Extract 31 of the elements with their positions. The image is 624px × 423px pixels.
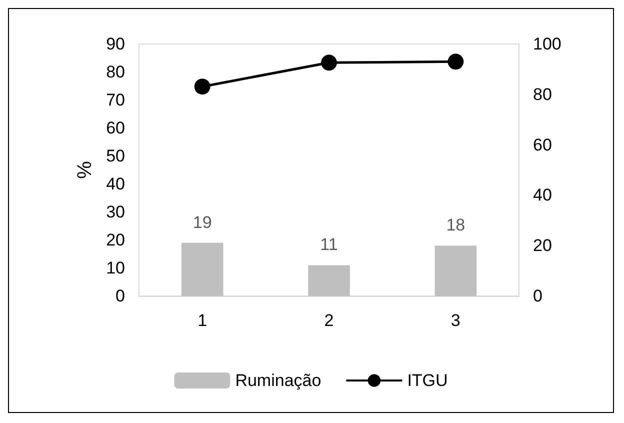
bar [434, 246, 477, 296]
point [194, 78, 210, 95]
y-tick-label: 80 [106, 62, 125, 82]
x-tick-label: 3 [450, 311, 460, 330]
y-tick-label: 60 [106, 118, 125, 138]
y2-tick-label: 80 [533, 84, 552, 104]
y2-tick-label: 0 [533, 286, 542, 306]
x-tick-label: 2 [324, 311, 334, 330]
y-tick-label: 70 [106, 90, 125, 110]
y-tick-label: 10 [106, 258, 125, 278]
point [448, 54, 464, 70]
legend-label: ITGU [407, 371, 448, 390]
bar [308, 265, 350, 296]
point [321, 54, 337, 71]
y2-tick-label: 20 [533, 236, 552, 256]
y2-tick-label: 60 [533, 135, 552, 154]
data-label: 18 [446, 216, 466, 235]
y2-tick-label: 40 [533, 186, 552, 205]
y-tick-label: 0 [116, 286, 125, 306]
y-tick-label: 50 [106, 146, 125, 166]
data-label: 11 [320, 235, 338, 254]
data-label: 19 [192, 212, 212, 232]
y2-tick-label: 100 [533, 34, 562, 54]
x-tick-label: 1 [198, 311, 208, 330]
y-tick-label: 20 [106, 230, 125, 250]
y-axis-title: % [74, 160, 96, 179]
y-tick-label: 40 [106, 174, 125, 194]
bar [181, 242, 224, 296]
y-tick-label: 30 [106, 202, 125, 222]
y-tick-label: 90 [106, 34, 125, 54]
legend-label: Ruminação [235, 371, 322, 390]
